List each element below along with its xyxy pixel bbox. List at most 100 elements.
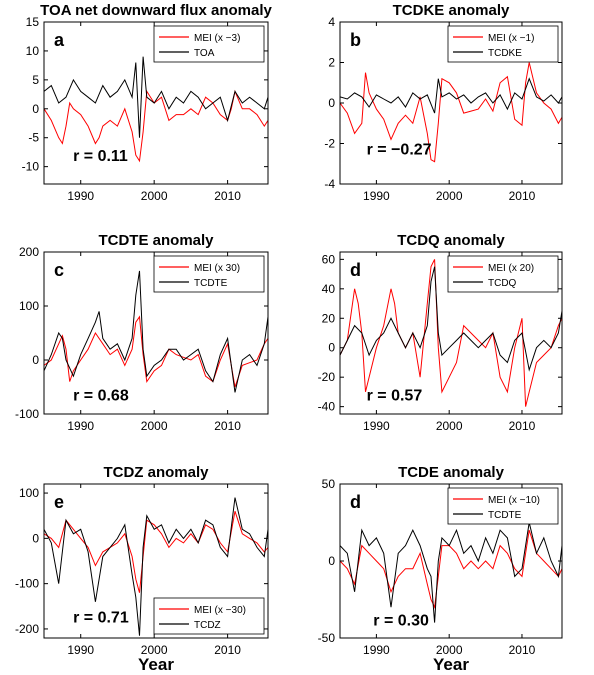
panel-letter: a — [54, 30, 65, 50]
series-line-1 — [44, 270, 268, 393]
y-tick-label: -5 — [28, 131, 39, 145]
y-tick-label: -40 — [318, 400, 336, 414]
axes-box — [43, 483, 269, 639]
y-tick-label: -50 — [318, 631, 336, 645]
correlation-label: r = 0.68 — [73, 388, 129, 405]
y-tick-label: 20 — [322, 311, 336, 325]
y-tick-label: 5 — [32, 73, 39, 87]
panel-letter: d — [350, 492, 361, 512]
series-line-0 — [340, 259, 562, 407]
x-tick-label: 1990 — [67, 419, 94, 433]
series-line-1 — [44, 497, 268, 636]
y-tick-label: 0 — [328, 96, 335, 110]
x-tick-label: 2010 — [509, 189, 536, 203]
axes-box — [339, 251, 563, 415]
y-tick-label: -10 — [22, 160, 40, 174]
chart-title: TCDZ anomaly — [103, 464, 209, 481]
correlation-label: r = −0.27 — [367, 141, 432, 158]
series-line-1 — [340, 77, 562, 114]
chart-title: TCDQ anomaly — [397, 232, 505, 249]
chart-panel-1: TCDKE anomaly 1990 2000 2010 -4 -2 0 2 4 b r = −0.… — [324, 2, 563, 203]
legend-label: MEI (x −3) — [194, 33, 240, 44]
x-tick-label: 2010 — [509, 419, 536, 433]
chart-title: TCDKE anomaly — [393, 2, 510, 19]
x-tick-label: 2000 — [141, 419, 168, 433]
legend-label: TOA — [194, 48, 215, 59]
chart-panel-3: TCDQ anomaly 1990 2000 2010 -40 -20 0 20 40 60 d r … — [318, 232, 563, 433]
x-tick-label: 2010 — [214, 643, 241, 657]
legend-label: TCDZ — [194, 620, 221, 631]
y-tick-label: 200 — [19, 245, 39, 259]
panel-letter: c — [54, 260, 64, 280]
panel-letter: e — [54, 492, 64, 512]
series-line-0 — [44, 511, 268, 593]
y-tick-label: 4 — [328, 15, 335, 29]
y-tick-label: 0 — [32, 531, 39, 545]
y-tick-label: -100 — [15, 407, 39, 421]
legend-box — [153, 255, 265, 293]
y-tick-label: 2 — [328, 56, 335, 70]
axes-box — [43, 251, 269, 415]
x-tick-label: 1990 — [363, 419, 390, 433]
series-line-0 — [340, 62, 562, 163]
legend-label: TCDKE — [488, 48, 522, 59]
series-line-0 — [340, 530, 562, 609]
legend-label: TCDQ — [488, 278, 517, 289]
legend-label: MEI (x −30) — [194, 605, 246, 616]
panel-letter: d — [350, 260, 361, 280]
y-tick-label: 0 — [32, 102, 39, 116]
legend-box — [447, 487, 559, 525]
y-tick-label: 10 — [26, 44, 40, 58]
legend-label: TCDTE — [488, 510, 522, 521]
x-tick-label: 2000 — [141, 643, 168, 657]
legend-box — [447, 25, 559, 63]
legend: MEI (x 30) TCDTE — [153, 255, 265, 293]
legend-label: TCDTE — [194, 278, 228, 289]
x-axis-label: Year — [433, 655, 469, 674]
chart-title: TOA net downward flux anomaly — [40, 2, 272, 19]
legend-label: MEI (x 30) — [194, 263, 240, 274]
legend: MEI (x −1) TCDKE — [447, 25, 559, 63]
y-tick-label: 0 — [328, 554, 335, 568]
x-tick-label: 2000 — [141, 189, 168, 203]
series-line-1 — [44, 56, 268, 138]
correlation-label: r = 0.71 — [73, 609, 129, 626]
x-tick-label: 2000 — [436, 419, 463, 433]
legend: MEI (x 20) TCDQ — [447, 255, 559, 293]
series-line-1 — [340, 522, 562, 623]
x-tick-label: 1990 — [363, 643, 390, 657]
x-tick-label: 2000 — [436, 643, 463, 657]
correlation-label: r = 0.11 — [73, 148, 128, 165]
x-tick-label: 1990 — [67, 643, 94, 657]
y-tick-label: 50 — [322, 477, 336, 491]
y-tick-label: 40 — [322, 282, 336, 296]
legend-box — [153, 597, 265, 635]
series-line-0 — [44, 89, 268, 163]
legend-label: MEI (x −1) — [488, 33, 534, 44]
y-tick-label: 0 — [328, 341, 335, 355]
x-tick-label: 2010 — [214, 189, 241, 203]
axes-box — [43, 21, 269, 185]
y-tick-label: -2 — [324, 137, 335, 151]
legend-label: MEI (x 20) — [488, 263, 534, 274]
panel-letter: b — [350, 30, 361, 50]
y-tick-label: 0 — [32, 353, 39, 367]
legend-box — [447, 255, 559, 293]
y-tick-label: 60 — [322, 252, 336, 266]
legend: MEI (x −3) TOA — [153, 25, 265, 63]
y-tick-label: -20 — [318, 370, 336, 384]
legend: MEI (x −30) TCDZ — [153, 597, 265, 635]
chart-title: TCDE anomaly — [398, 464, 505, 481]
legend-box — [153, 25, 265, 63]
series-line-1 — [340, 266, 562, 372]
x-tick-label: 2000 — [436, 189, 463, 203]
chart-panel-5: TCDE anomaly 1990 2000 2010 -50 0 50 d r = 0.30 M… — [318, 464, 563, 657]
legend: MEI (x −10) TCDTE — [447, 487, 559, 525]
legend-label: MEI (x −10) — [488, 495, 540, 506]
y-tick-label: 100 — [19, 486, 39, 500]
y-tick-label: 100 — [19, 299, 39, 313]
y-tick-label: -100 — [15, 577, 39, 591]
chart-panel-2: TCDTE anomaly 1990 2000 2010 -100 0 100 200 c r =… — [15, 232, 269, 433]
y-tick-label: -200 — [15, 622, 39, 636]
